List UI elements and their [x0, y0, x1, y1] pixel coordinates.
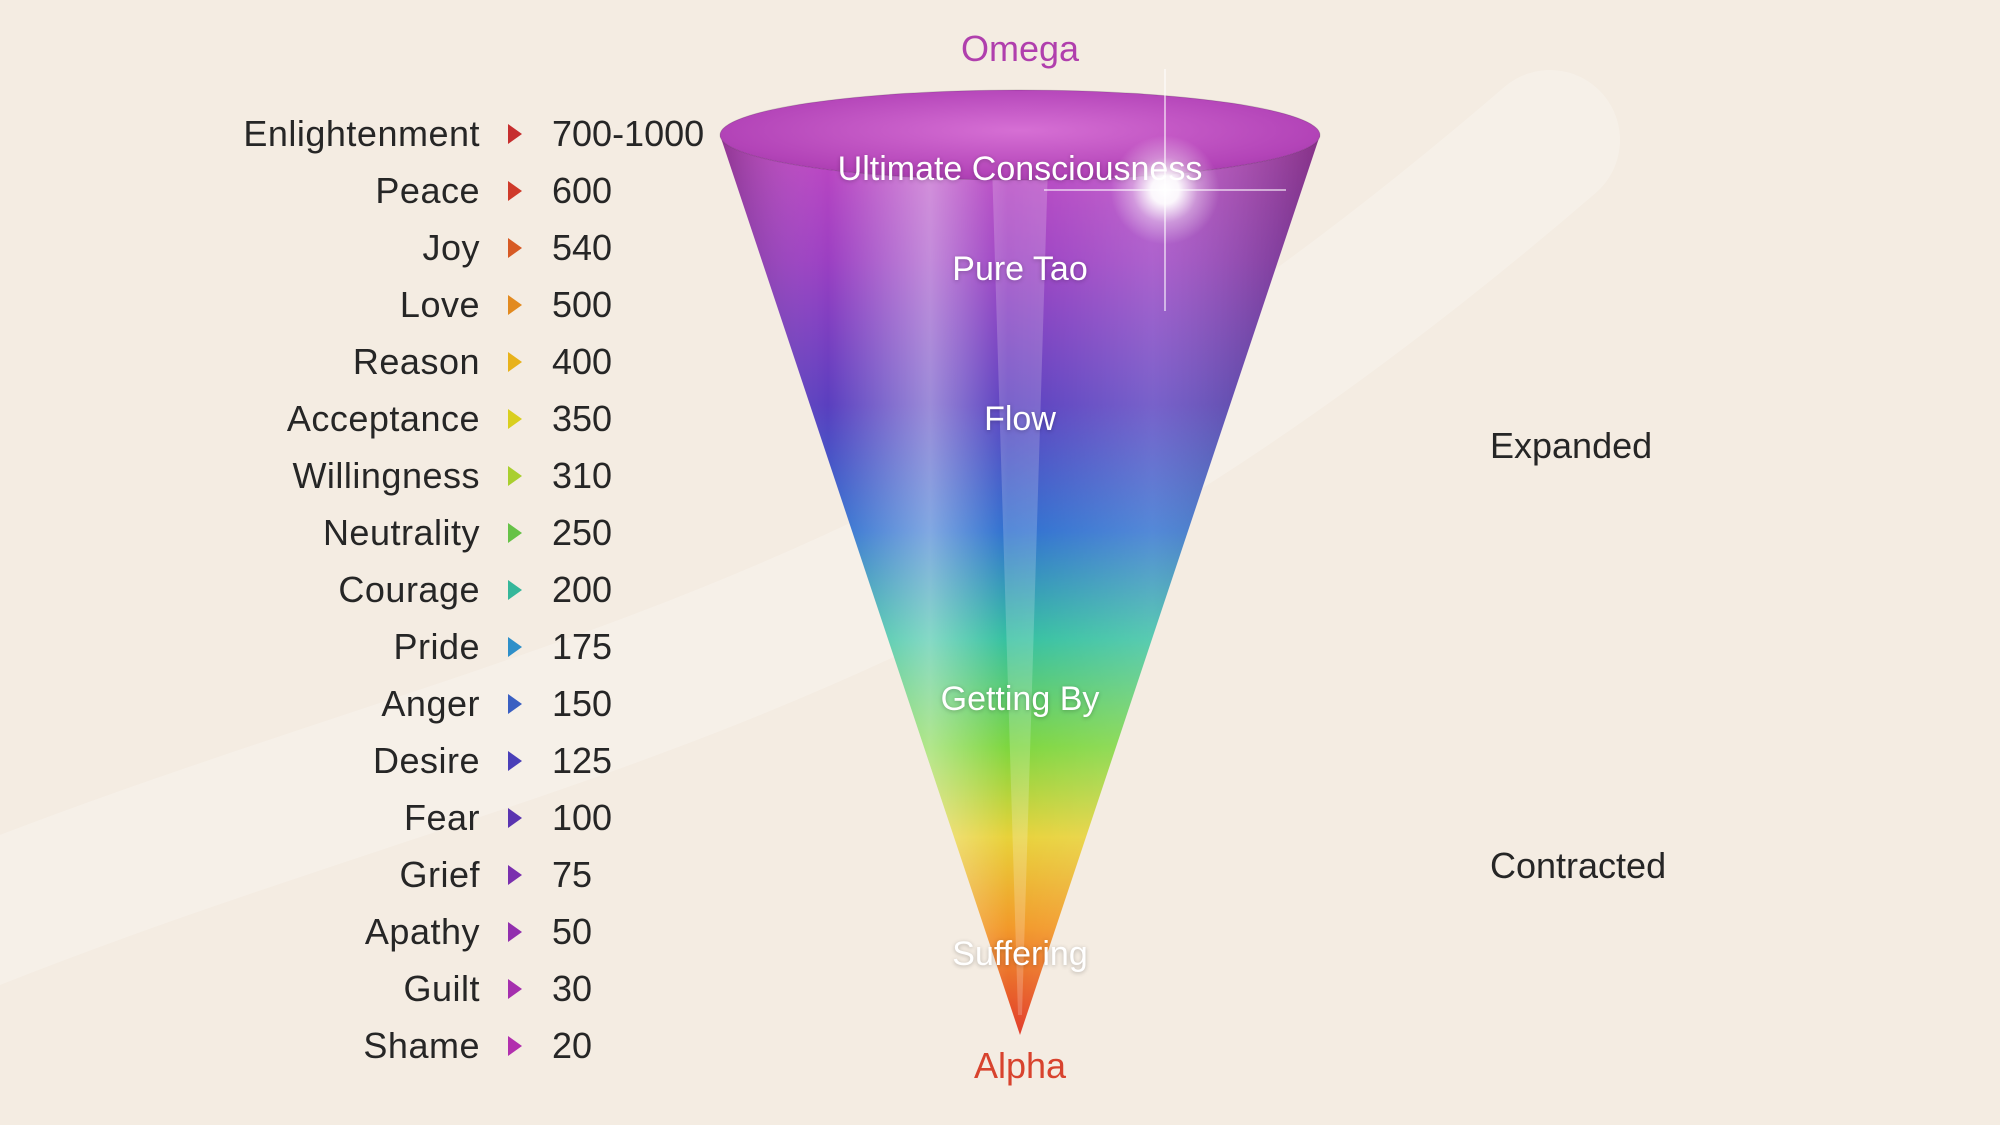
- level-value: 150: [522, 683, 612, 725]
- level-arrow-icon: [508, 295, 522, 315]
- level-label: Fear: [120, 797, 508, 839]
- level-label: Acceptance: [120, 398, 508, 440]
- level-value: 125: [522, 740, 612, 782]
- level-label: Peace: [120, 170, 508, 212]
- level-value: 350: [522, 398, 612, 440]
- level-row-grief: Grief 75: [120, 851, 592, 899]
- level-row-pride: Pride 175: [120, 623, 612, 671]
- level-label: Grief: [120, 854, 508, 896]
- level-row-peace: Peace 600: [120, 167, 612, 215]
- level-arrow-icon: [508, 580, 522, 600]
- level-label: Neutrality: [120, 512, 508, 554]
- level-value: 310: [522, 455, 612, 497]
- level-arrow-icon: [508, 181, 522, 201]
- level-value: 20: [522, 1025, 592, 1067]
- level-row-acceptance: Acceptance 350: [120, 395, 612, 443]
- level-arrow-icon: [508, 466, 522, 486]
- level-row-neutrality: Neutrality 250: [120, 509, 612, 557]
- level-label: Apathy: [120, 911, 508, 953]
- level-row-reason: Reason 400: [120, 338, 612, 386]
- level-value: 175: [522, 626, 612, 668]
- level-label: Guilt: [120, 968, 508, 1010]
- level-label: Shame: [120, 1025, 508, 1067]
- level-value: 100: [522, 797, 612, 839]
- level-row-love: Love 500: [120, 281, 612, 329]
- level-row-joy: Joy 540: [120, 224, 612, 272]
- level-row-anger: Anger 150: [120, 680, 612, 728]
- level-row-guilt: Guilt 30: [120, 965, 592, 1013]
- cone-label-3: Getting By: [750, 680, 1290, 719]
- level-value: 50: [522, 911, 592, 953]
- level-label: Pride: [120, 626, 508, 668]
- pole-omega: Omega: [750, 28, 1290, 70]
- level-arrow-icon: [508, 637, 522, 657]
- level-value: 30: [522, 968, 592, 1010]
- cone-label-1: Pure Tao: [750, 250, 1290, 289]
- level-arrow-icon: [508, 238, 522, 258]
- level-label: Desire: [120, 740, 508, 782]
- level-arrow-icon: [508, 922, 522, 942]
- level-row-fear: Fear 100: [120, 794, 612, 842]
- level-arrow-icon: [508, 979, 522, 999]
- right-label-0: Expanded: [1490, 425, 1652, 467]
- level-value: 500: [522, 284, 612, 326]
- level-arrow-icon: [508, 694, 522, 714]
- consciousness-scale-diagram: Omega Alpha Ultimate Consciousness Pure Tao…: [0, 0, 2000, 1125]
- level-row-courage: Courage 200: [120, 566, 612, 614]
- cone-label-4: Suffering: [750, 935, 1290, 974]
- level-label: Courage: [120, 569, 508, 611]
- level-arrow-icon: [508, 751, 522, 771]
- level-arrow-icon: [508, 865, 522, 885]
- level-label: Love: [120, 284, 508, 326]
- level-value: 540: [522, 227, 612, 269]
- level-value: 400: [522, 341, 612, 383]
- level-label: Reason: [120, 341, 508, 383]
- level-row-desire: Desire 125: [120, 737, 612, 785]
- level-arrow-icon: [508, 1036, 522, 1056]
- level-row-willingness: Willingness 310: [120, 452, 612, 500]
- level-row-enlightenment: Enlightenment 700-1000: [120, 110, 704, 158]
- pole-alpha: Alpha: [750, 1045, 1290, 1087]
- level-arrow-icon: [508, 124, 522, 144]
- level-value: 700-1000: [522, 113, 704, 155]
- level-value: 200: [522, 569, 612, 611]
- level-arrow-icon: [508, 523, 522, 543]
- level-value: 75: [522, 854, 592, 896]
- level-arrow-icon: [508, 352, 522, 372]
- cone-label-2: Flow: [750, 400, 1290, 439]
- right-label-1: Contracted: [1490, 845, 1666, 887]
- cone-label-0: Ultimate Consciousness: [750, 150, 1290, 189]
- level-label: Enlightenment: [120, 113, 508, 155]
- level-arrow-icon: [508, 409, 522, 429]
- level-label: Willingness: [120, 455, 508, 497]
- level-row-apathy: Apathy 50: [120, 908, 592, 956]
- level-row-shame: Shame 20: [120, 1022, 592, 1070]
- level-arrow-icon: [508, 808, 522, 828]
- level-label: Anger: [120, 683, 508, 725]
- level-value: 600: [522, 170, 612, 212]
- level-value: 250: [522, 512, 612, 554]
- level-label: Joy: [120, 227, 508, 269]
